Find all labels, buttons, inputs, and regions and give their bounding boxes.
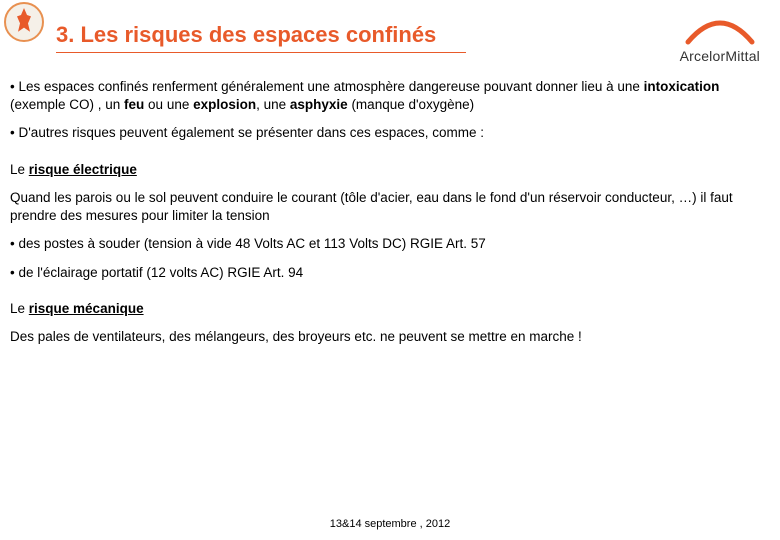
bold-text: asphyxie (290, 97, 348, 112)
logo-text: ArcelorMittal (680, 48, 760, 64)
bold-text: explosion (193, 97, 256, 112)
text: ou une (144, 97, 193, 112)
bullet-welding: des postes à souder (tension à vide 48 V… (10, 235, 766, 253)
bold-under-text: risque électrique (29, 162, 137, 177)
bullet-lighting: de l'éclairage portatif (12 volts AC) RG… (10, 264, 766, 282)
page-title: 3. Les risques des espaces confinés (56, 22, 436, 48)
paragraph-other-risks: D'autres risques peuvent également se pr… (10, 124, 766, 142)
title-underline (56, 52, 466, 53)
bold-under-text: risque mécanique (29, 301, 144, 316)
heading-electrical: Le risque électrique (10, 161, 766, 179)
paragraph-electrical-desc: Quand les parois ou le sol peuvent condu… (10, 189, 766, 225)
body-content: Les espaces confinés renferment générale… (10, 78, 766, 356)
heading-mechanical: Le risque mécanique (10, 300, 766, 318)
bold-text: intoxication (644, 79, 720, 94)
text: Le (10, 162, 29, 177)
logo-arc-icon (684, 16, 756, 46)
text: (manque d'oxygène) (348, 97, 474, 112)
footer-date: 13&14 septembre , 2012 (0, 518, 780, 530)
text: , une (256, 97, 290, 112)
paragraph-mechanical-desc: Des pales de ventilateurs, des mélangeur… (10, 328, 766, 346)
text: Les espaces confinés renferment générale… (18, 79, 643, 94)
bold-text: feu (124, 97, 144, 112)
text: (exemple CO) , un (10, 97, 124, 112)
text: Le (10, 301, 29, 316)
paragraph-intoxication: Les espaces confinés renferment générale… (10, 78, 766, 114)
safety-badge-icon (4, 2, 44, 42)
company-logo: ArcelorMittal (680, 16, 760, 64)
